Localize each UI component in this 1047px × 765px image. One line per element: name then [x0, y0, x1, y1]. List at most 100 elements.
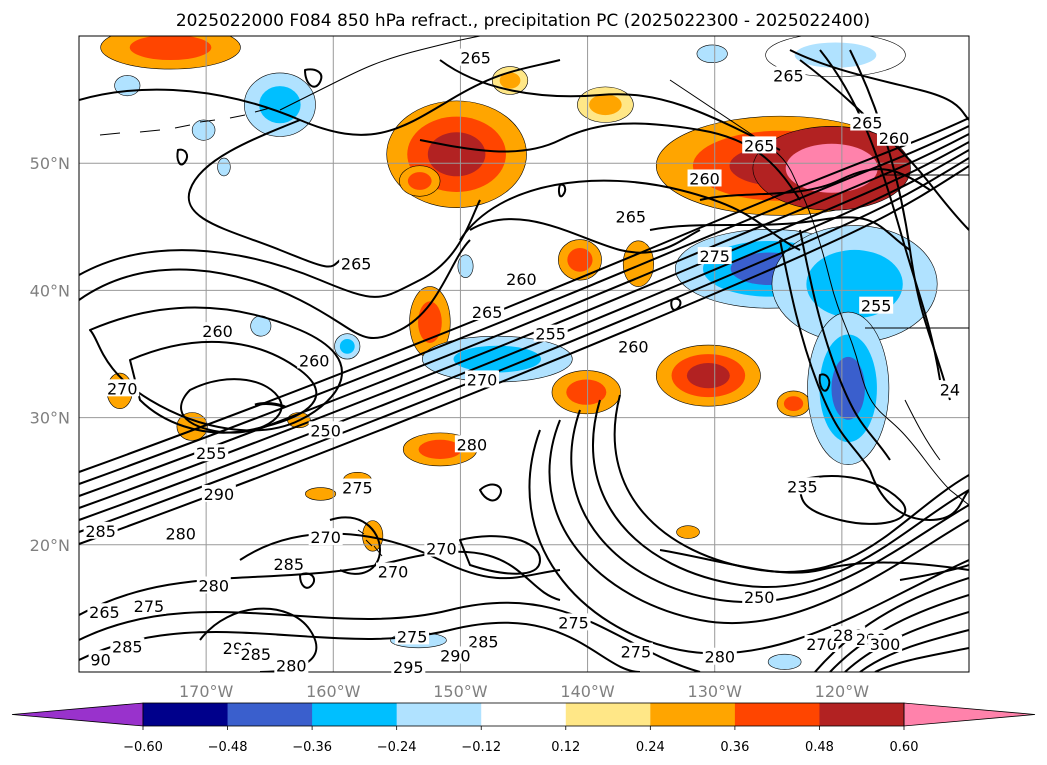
contour-line: [254, 402, 286, 409]
precip-contour-fill: [418, 301, 442, 343]
y-tick-label: 30°N: [30, 409, 70, 428]
contour-label: 260: [202, 322, 233, 341]
colorbar-tick-label: 0.60: [890, 740, 919, 755]
contour-label: 265: [773, 66, 804, 85]
colorbar: −0.60 −0.48 −0.36 −0.24 −0.12 0.12 0.24 0.36 0.4…: [11, 702, 1036, 755]
map-frame: [78, 35, 970, 673]
precip-contour-fill: [589, 94, 622, 116]
precip-contour-fill: [259, 86, 301, 124]
contour-label-bg: [556, 613, 591, 631]
colorbar-segment: [312, 703, 398, 726]
contour-label-bg: [616, 337, 651, 355]
coastline-baja: [904, 399, 941, 461]
contour-label-bg: [308, 421, 343, 439]
precip-contour-fill: [783, 396, 804, 412]
contour-label: 250: [310, 421, 341, 440]
contour-label-bg: [868, 635, 903, 653]
contour-label: 280: [165, 524, 196, 543]
contour-label-bg: [533, 324, 568, 342]
contour-label-bg: [163, 524, 198, 542]
contour-line: [570, 409, 969, 603]
x-axis-ticks: 170°W 160°W 150°W 140°W 130°W 120°W: [179, 682, 869, 701]
contour-line: [899, 564, 969, 581]
contour-label: 265: [616, 208, 647, 227]
contour-line: [239, 532, 561, 580]
contour-line: [187, 119, 341, 268]
contour-line: [799, 59, 969, 231]
contour-label: 265: [460, 49, 491, 68]
contour-label: 265: [89, 603, 120, 622]
contour-label: 290: [440, 646, 471, 665]
contour-label-bg: [297, 351, 332, 369]
contour-label: 275: [558, 613, 589, 632]
contour-line: [659, 549, 969, 574]
contour-line: [779, 239, 871, 471]
contour-label-bg: [742, 587, 777, 605]
precip-contour-fill: [305, 487, 337, 501]
contour-label-bg: [470, 303, 505, 321]
contour-line: [548, 419, 969, 625]
contour-line: [304, 68, 323, 88]
contour-label: 270: [467, 370, 498, 389]
contour-line: [79, 157, 969, 533]
precip-contour-fill: [566, 379, 607, 405]
contour-label: 255: [861, 297, 892, 316]
contour-label-bg: [850, 113, 885, 131]
contour-label-bg: [238, 645, 273, 663]
contour-label: 280: [457, 435, 488, 454]
contour-label-bg: [804, 635, 839, 653]
contour-label: 250: [744, 588, 775, 607]
contour-line: [79, 601, 701, 672]
contour-label: 285: [85, 522, 116, 541]
contour-label-bg: [83, 521, 118, 539]
contour-label-bg: [308, 528, 343, 546]
contour-label: 260: [299, 351, 330, 370]
precip-contour-fill: [339, 338, 355, 354]
x-tick-label: 130°W: [688, 682, 743, 701]
contour-label-bg: [937, 380, 962, 398]
contour-line: [79, 125, 969, 485]
precip-contour-fill: [794, 42, 877, 68]
colorbar-segment: [565, 703, 651, 726]
contour-label-bg: [194, 444, 229, 462]
contour-label-bg: [454, 435, 489, 453]
contour-label: 285: [112, 638, 143, 657]
contour-label: 260: [506, 270, 537, 289]
contour-line: [844, 611, 969, 672]
contour-line: [176, 148, 188, 166]
contour-line: [699, 168, 931, 201]
contour-label-bg: [391, 657, 426, 675]
colorbar-segment: [481, 703, 567, 726]
y-tick-label: 40°N: [30, 281, 70, 300]
x-tick-label: 170°W: [179, 682, 234, 701]
contour-label: 255: [196, 444, 227, 463]
contour-label-bg: [271, 554, 306, 572]
contour-label: 260: [618, 337, 649, 356]
contour-label-bg: [785, 477, 820, 495]
contour-label-bg: [465, 370, 500, 388]
contour-line: [869, 469, 969, 521]
contour-line: [79, 141, 969, 509]
contour-label: 265: [852, 113, 883, 132]
contour-line: [829, 594, 969, 672]
chart-title: 2025022000 F084 850 hPa refract., precip…: [176, 11, 870, 31]
contour-line: [329, 516, 381, 575]
precip-contour-fill: [217, 157, 231, 177]
contour-label-bg: [458, 48, 493, 66]
contour-label: 275: [621, 643, 652, 662]
contour-label: 280: [198, 577, 229, 596]
contour-label-bg: [771, 66, 806, 84]
contour-label-bg: [105, 379, 140, 397]
contour-label: 275: [134, 597, 165, 616]
contour-label: 270: [378, 563, 409, 582]
colorbar-extend-low: [11, 702, 144, 727]
contour-label: 90: [90, 650, 110, 669]
precip-contour-fill: [622, 240, 654, 287]
graticule: [79, 36, 969, 672]
coastline-alaska: [279, 36, 481, 111]
contour-label: 285: [468, 632, 499, 651]
precip-contour-fill: [696, 44, 728, 64]
contour-label: 24: [940, 381, 960, 400]
